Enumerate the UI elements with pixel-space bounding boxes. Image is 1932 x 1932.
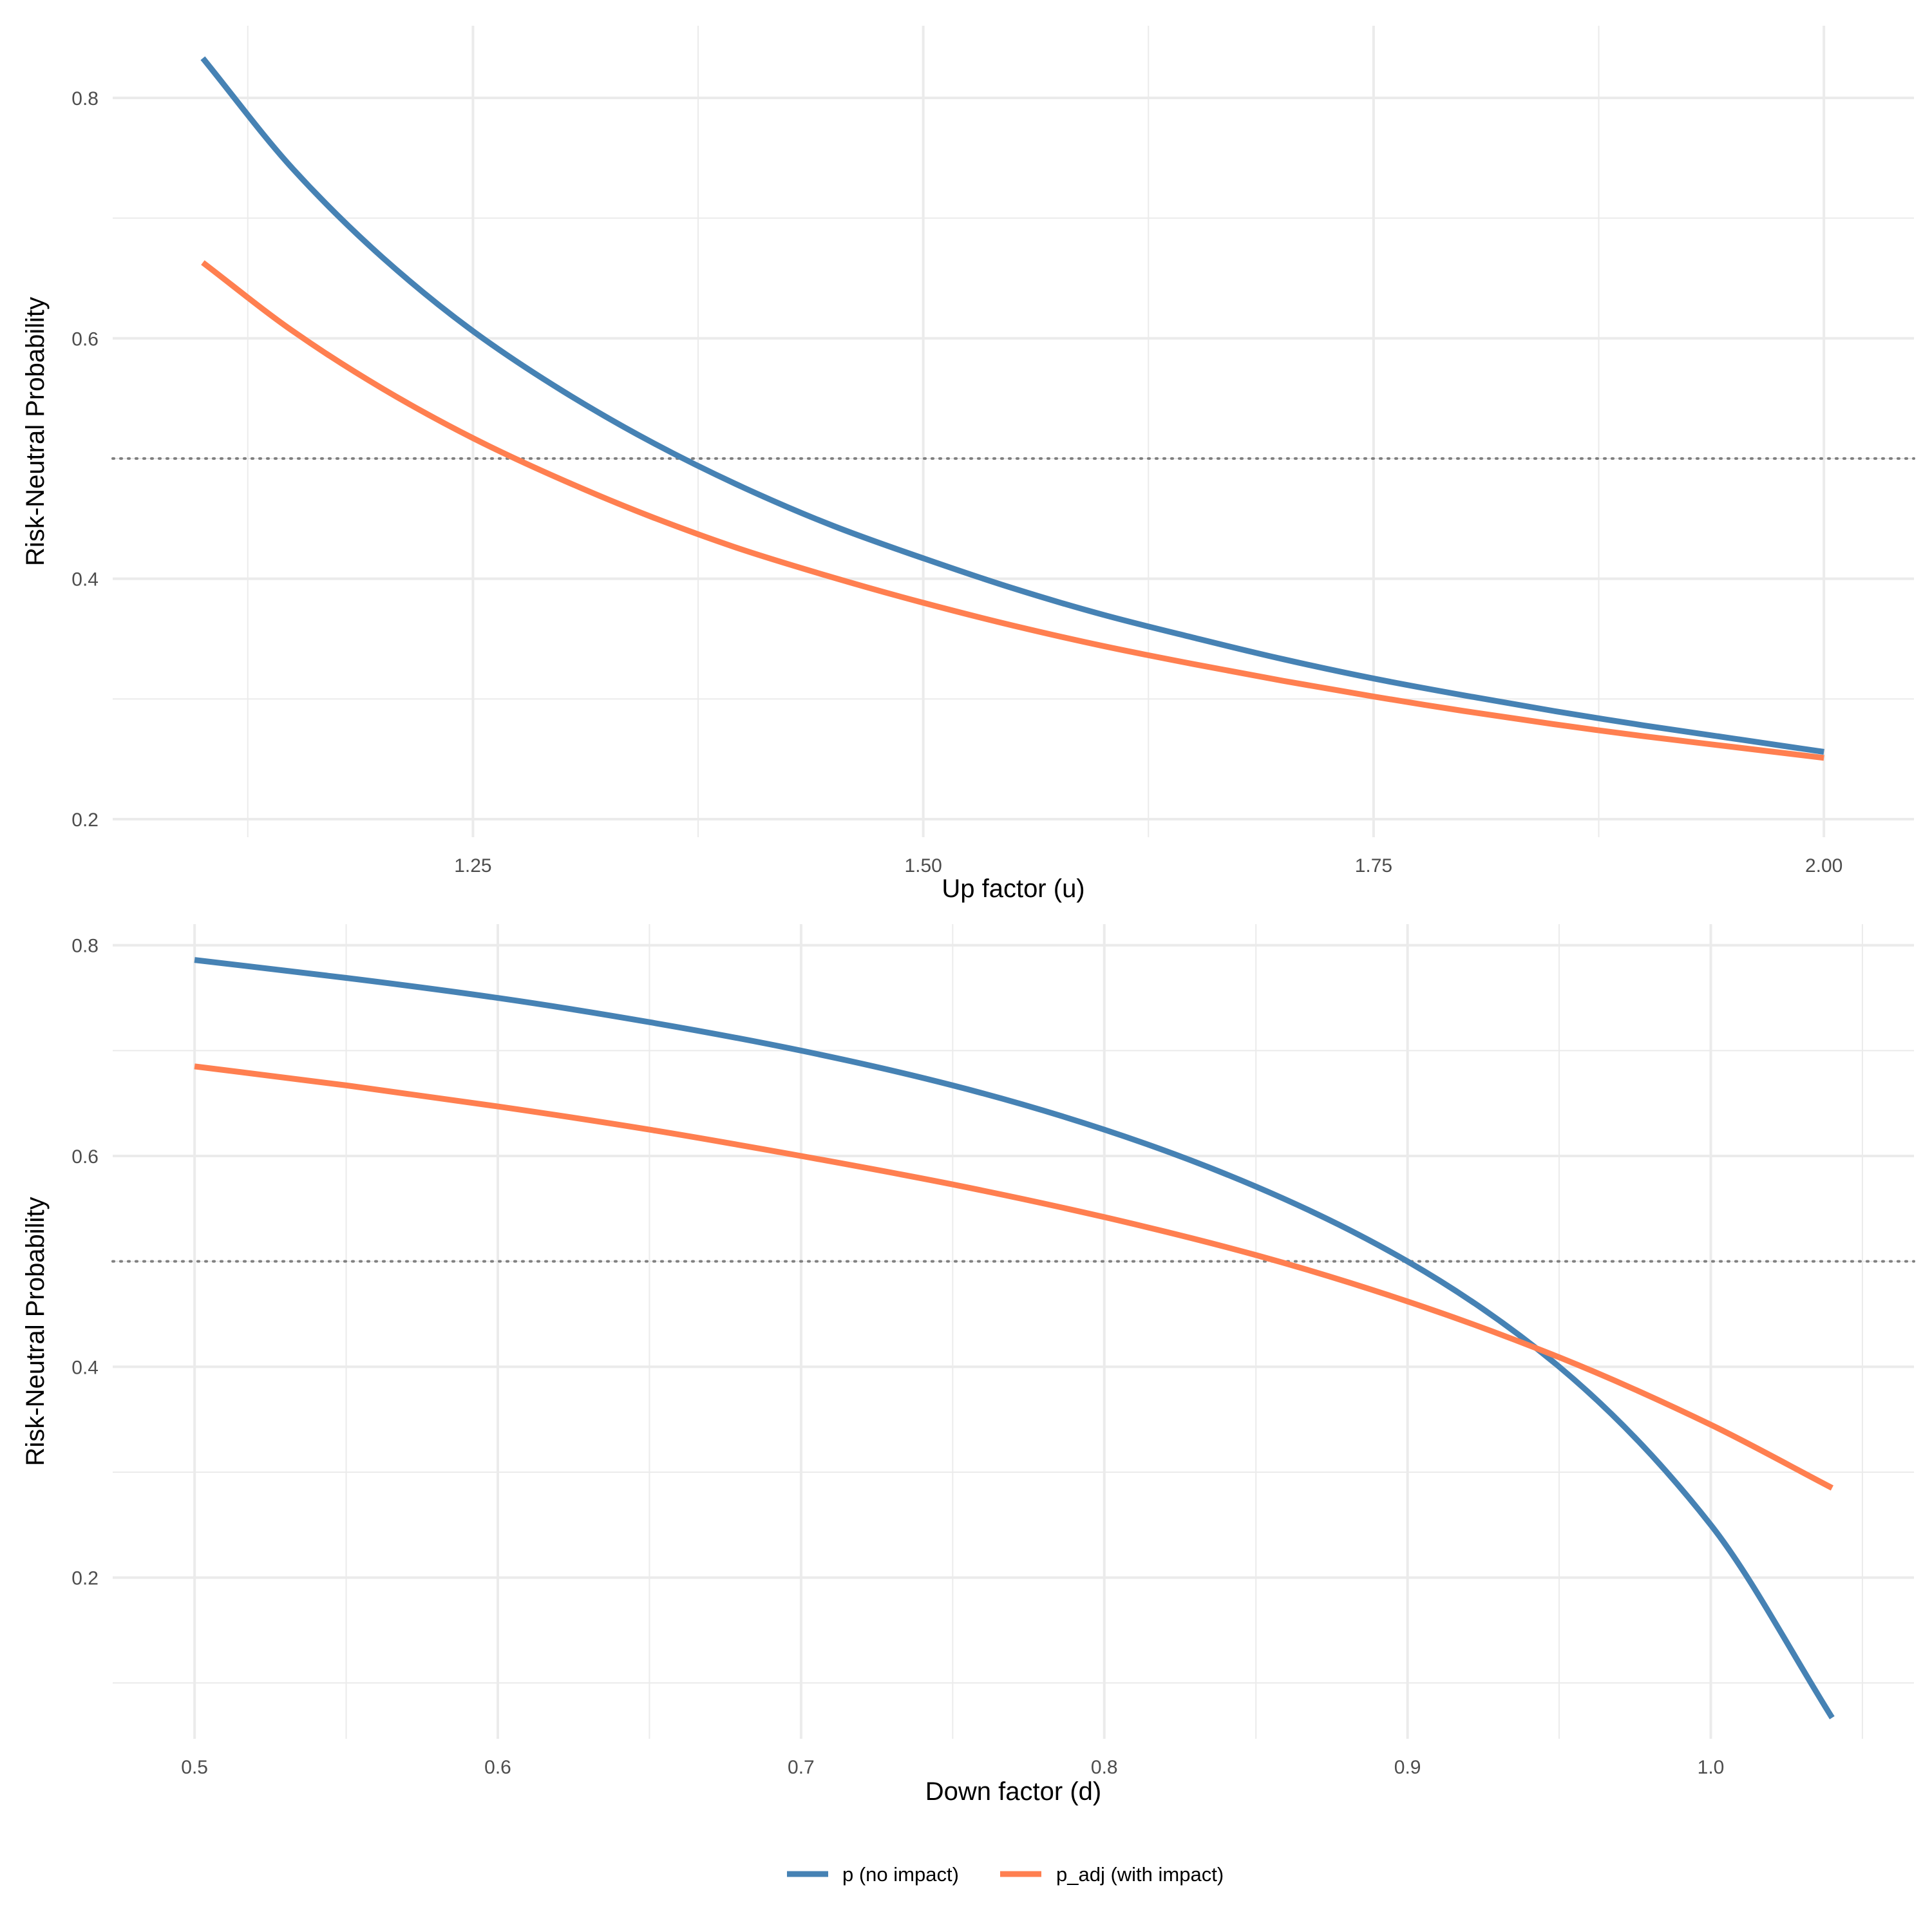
legend-label: p_adj (with impact) bbox=[1056, 1863, 1224, 1886]
y-tick-label: 0.8 bbox=[71, 936, 99, 957]
y-tick-label: 0.6 bbox=[71, 1146, 99, 1168]
series-line-p bbox=[200, 56, 1824, 755]
y-axis-title: Risk-Neutral Probability bbox=[21, 297, 50, 566]
y-tick-label: 0.4 bbox=[71, 1357, 99, 1378]
x-tick-label: 0.5 bbox=[181, 1757, 208, 1778]
y-axis-title: Risk-Neutral Probability bbox=[21, 1197, 50, 1466]
series-line-p bbox=[194, 957, 1835, 1719]
y-tick-label: 0.8 bbox=[71, 88, 99, 109]
x-tick-label: 1.0 bbox=[1698, 1757, 1725, 1778]
x-tick-label: 1.75 bbox=[1355, 855, 1392, 876]
series-line-p-adj bbox=[201, 260, 1824, 761]
x-tick-label: 2.00 bbox=[1805, 855, 1842, 876]
legend-label: p (no impact) bbox=[842, 1863, 959, 1886]
x-tick-label: 0.7 bbox=[788, 1757, 815, 1778]
x-tick-label: 0.6 bbox=[484, 1757, 511, 1778]
y-tick-label: 0.2 bbox=[71, 1568, 99, 1589]
x-axis-title: Down factor (d) bbox=[925, 1777, 1101, 1806]
x-tick-label: 0.9 bbox=[1394, 1757, 1421, 1778]
x-tick-label: 1.25 bbox=[454, 855, 491, 876]
legend: p (no impact) p_adj (with impact) bbox=[787, 1863, 1224, 1886]
y-tick-label: 0.6 bbox=[71, 328, 99, 350]
y-tick-label: 0.2 bbox=[71, 810, 99, 831]
x-axis-title: Up factor (u) bbox=[942, 875, 1084, 903]
x-tick-label: 1.50 bbox=[904, 855, 942, 876]
chart-panel-1: 1.25 1.50 1.75 2.00 0.2 0.4 0.6 0.8 Up factor (u… bbox=[21, 26, 1915, 903]
x-tick-label: 0.8 bbox=[1091, 1757, 1118, 1778]
series-line-p-adj bbox=[194, 1063, 1833, 1491]
y-tick-label: 0.4 bbox=[71, 569, 99, 591]
